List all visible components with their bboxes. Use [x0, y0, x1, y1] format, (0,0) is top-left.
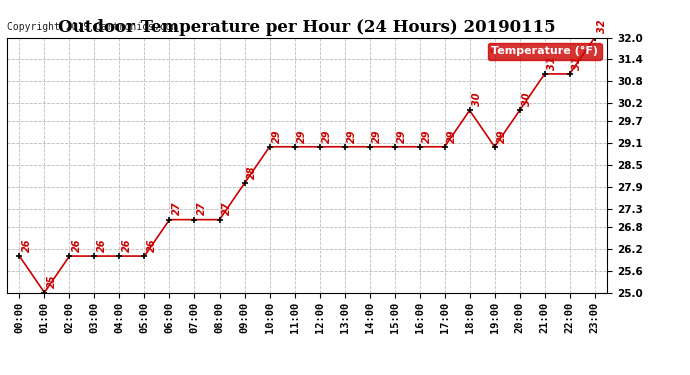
Text: 32: 32 [598, 20, 607, 33]
Text: 26: 26 [97, 238, 107, 252]
Text: 26: 26 [147, 238, 157, 252]
Text: 25: 25 [47, 275, 57, 288]
Text: 27: 27 [222, 202, 233, 216]
Text: 27: 27 [172, 202, 182, 216]
Legend: Temperature (°F): Temperature (°F) [488, 43, 602, 60]
Text: 29: 29 [397, 129, 407, 142]
Text: 31: 31 [573, 56, 582, 70]
Text: 26: 26 [122, 238, 132, 252]
Text: 26: 26 [72, 238, 82, 252]
Text: 29: 29 [322, 129, 333, 142]
Text: 26: 26 [22, 238, 32, 252]
Text: 29: 29 [497, 129, 507, 142]
Title: Outdoor Temperature per Hour (24 Hours) 20190115: Outdoor Temperature per Hour (24 Hours) … [58, 19, 556, 36]
Text: 29: 29 [373, 129, 382, 142]
Text: 29: 29 [447, 129, 457, 142]
Text: 30: 30 [522, 93, 533, 106]
Text: 29: 29 [273, 129, 282, 142]
Text: 29: 29 [297, 129, 307, 142]
Text: 29: 29 [422, 129, 433, 142]
Text: 28: 28 [247, 165, 257, 179]
Text: 27: 27 [197, 202, 207, 216]
Text: 30: 30 [473, 93, 482, 106]
Text: 29: 29 [347, 129, 357, 142]
Text: Copyright 2019 Cartronics.com: Copyright 2019 Cartronics.com [7, 22, 177, 32]
Text: 31: 31 [547, 56, 558, 70]
